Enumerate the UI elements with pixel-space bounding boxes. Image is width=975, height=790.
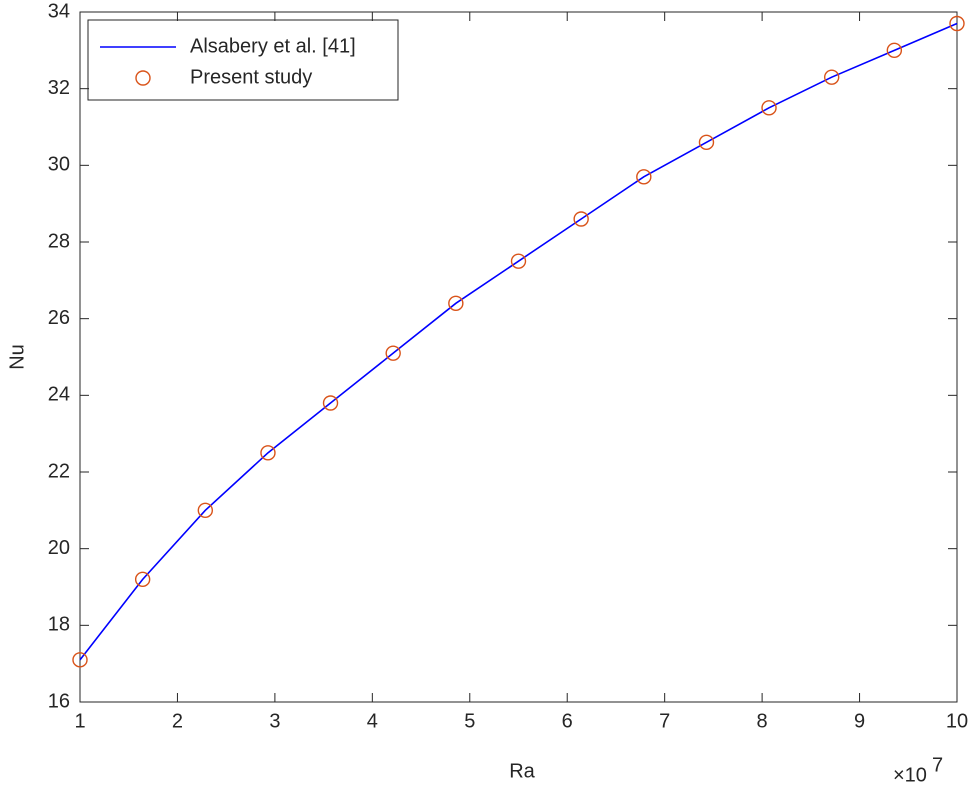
marker [510,253,527,269]
y-axis-label: Nu [6,344,28,370]
x-tick-label: 5 [464,710,475,732]
x-tick-label: 7 [659,710,670,732]
marker [886,42,903,59]
plot-area [79,11,958,703]
series-line [79,22,958,661]
x-tick-label: 10 [946,710,968,732]
legend-label: Alsabery et al. [41] [190,35,356,57]
y-tick-label: 18 [48,614,70,636]
marker [322,395,339,411]
marker [448,295,464,312]
x-axis-label: Ra [509,760,535,782]
marker [573,211,589,227]
marker [134,571,151,588]
y-tick-label: 24 [48,384,70,406]
y-tick-label: 22 [48,460,70,482]
y-tick-label: 34 [48,0,70,22]
x-tick-label: 3 [269,710,280,732]
legend [87,19,399,101]
marker [636,169,652,185]
marker [761,100,777,116]
marker [197,502,214,519]
marker [949,15,965,32]
y-tick-label: 26 [48,307,70,329]
legend-label: Present study [190,66,312,88]
marker [260,445,276,461]
x-tick-label: 1 [74,710,85,732]
legend-marker [135,70,151,86]
x-tick-label: 4 [367,710,378,732]
x-multiplier-exponent: 7 [932,754,943,776]
y-tick-label: 28 [48,230,70,252]
x-tick-label: 8 [757,710,768,732]
x-tick-label: 2 [172,710,183,732]
y-tick-label: 32 [48,77,70,99]
y-tick-label: 16 [48,690,70,712]
y-tick-label: 20 [48,537,70,559]
marker [823,69,840,85]
marker [72,652,88,668]
x-tick-label: 9 [854,710,865,732]
x-tick-label: 6 [562,710,573,732]
marker [698,134,715,151]
y-tick-label: 30 [48,154,70,176]
marker [385,345,401,361]
x-multiplier: ×10 [893,764,927,786]
